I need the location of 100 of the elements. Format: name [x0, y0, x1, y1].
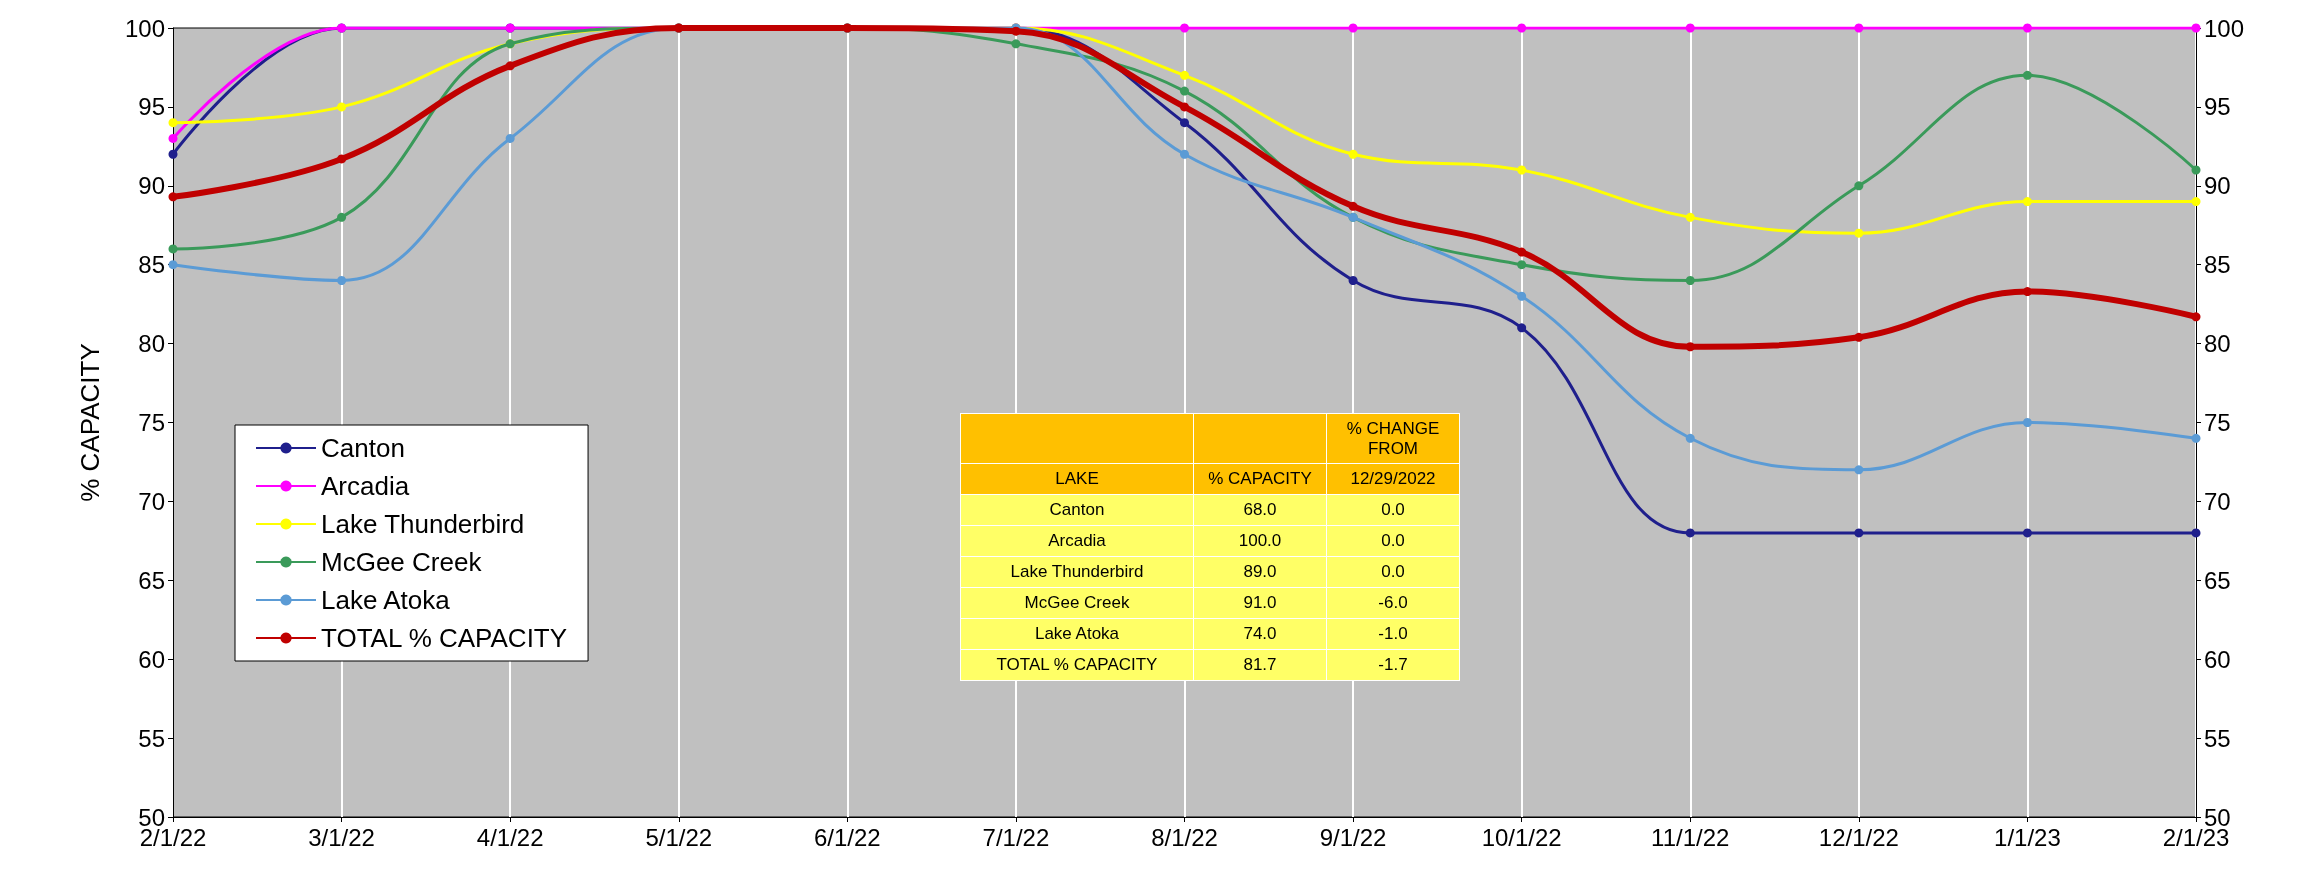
point	[1011, 39, 1021, 49]
point	[1685, 342, 1695, 352]
point	[1854, 23, 1864, 33]
y2-tick-label: 100	[2204, 14, 2245, 42]
legend-label: TOTAL % CAPACITY	[321, 623, 568, 653]
x-tick-label: 9/1/22	[1319, 823, 1387, 851]
annotation: Lake Thunderbird	[960, 556, 1194, 588]
y2-tick-label: 70	[2204, 487, 2231, 515]
point	[1685, 23, 1695, 33]
annotation: 0.0	[1326, 556, 1460, 588]
y2-tick-label: 60	[2204, 645, 2231, 673]
point	[1517, 247, 1527, 257]
point	[1517, 165, 1527, 175]
point	[1348, 201, 1358, 211]
point	[2022, 70, 2032, 80]
point	[2191, 197, 2201, 207]
point	[2022, 418, 2032, 427]
y2-tick-label: 95	[2204, 93, 2231, 121]
legend-label: Arcadia	[321, 471, 410, 501]
point	[1348, 275, 1358, 285]
point	[1180, 102, 1189, 112]
x-tick-label: 5/1/22	[645, 823, 713, 851]
point	[1517, 291, 1527, 301]
x-tick-label: 3/1/22	[308, 823, 375, 851]
y2-tick-label: 80	[2204, 330, 2231, 358]
legend-label: Lake Atoka	[321, 585, 451, 615]
annotation: 89.0	[1193, 556, 1327, 588]
point	[2191, 433, 2201, 443]
annotation: % CAPACITY	[1193, 463, 1327, 495]
point	[1180, 23, 1189, 33]
legend-label: McGee Creek	[321, 547, 483, 577]
legend-label: Canton	[321, 433, 405, 463]
point	[2022, 528, 2032, 538]
x-tick-label: 1/1/23	[1994, 823, 2061, 851]
point	[2191, 23, 2201, 33]
point	[1854, 181, 1864, 191]
point	[505, 133, 515, 143]
y2-tick-label: 85	[2204, 251, 2231, 279]
y-tick-label: 55	[138, 724, 165, 752]
point	[1854, 332, 1864, 342]
point	[2022, 23, 2032, 33]
point	[1180, 118, 1189, 128]
y2-tick-label: 65	[2204, 566, 2231, 594]
point	[1854, 228, 1864, 238]
point	[337, 212, 347, 222]
x-tick-label: 7/1/22	[982, 823, 1050, 851]
annotation: TOTAL % CAPACITY	[960, 649, 1194, 681]
annotation: -6.0	[1326, 587, 1460, 619]
x-tick-label: 8/1/22	[1151, 823, 1218, 851]
point	[168, 244, 178, 254]
point	[1348, 149, 1358, 159]
x-tick-label: 4/1/22	[476, 823, 544, 851]
point	[1854, 528, 1864, 538]
x-tick-label: 11/1/22	[1651, 823, 1730, 851]
annotation: Arcadia	[960, 525, 1194, 557]
point	[2022, 197, 2032, 207]
y-tick-label: 75	[138, 409, 165, 436]
point	[1180, 149, 1189, 159]
x-tick-label: 10/1/22	[1481, 823, 1562, 851]
x-tick-label: 12/1/22	[1818, 823, 1899, 851]
point	[337, 102, 347, 112]
annotation: 0.0	[1326, 525, 1460, 557]
annotation: 0.0	[1326, 494, 1460, 526]
point	[1517, 323, 1527, 333]
x-tick-label: 6/1/22	[813, 823, 881, 851]
annotation: 91.0	[1193, 587, 1327, 619]
y-axis-title: % CAPACITY	[75, 343, 105, 502]
annotation: % CHANGE FROM	[1326, 413, 1460, 464]
annotation: -1.0	[1326, 618, 1460, 650]
legend-label: Lake Thunderbird	[321, 509, 525, 539]
point	[2191, 165, 2201, 175]
annotation: Canton	[960, 494, 1194, 526]
annotation: Lake Atoka	[960, 618, 1194, 650]
y-tick-label: 80	[138, 330, 165, 358]
y-tick-label: 95	[138, 93, 165, 121]
y-tick-label: 100	[124, 14, 165, 42]
point	[1685, 275, 1695, 285]
point	[2191, 312, 2201, 322]
point	[1685, 212, 1695, 222]
point	[2191, 528, 2201, 538]
annotation: 81.7	[1193, 649, 1327, 681]
annotation: McGee Creek	[960, 587, 1194, 619]
annotation: 68.0	[1193, 494, 1327, 526]
point	[1180, 86, 1189, 96]
annotation: 12/29/2022	[1326, 463, 1460, 495]
annotation: -1.7	[1326, 649, 1460, 681]
y-tick-label: 90	[138, 172, 165, 200]
annotation: LAKE	[960, 463, 1194, 495]
annotation: 74.0	[1193, 618, 1327, 650]
y-tick-label: 60	[138, 645, 165, 673]
point	[337, 275, 347, 285]
y2-tick-label: 55	[2204, 724, 2231, 752]
point	[337, 154, 347, 164]
point	[1517, 260, 1527, 270]
y2-tick-label: 75	[2204, 409, 2231, 436]
point	[168, 260, 178, 270]
point	[168, 192, 178, 202]
point	[505, 61, 515, 71]
y-tick-label: 70	[138, 487, 165, 515]
y-tick-label: 85	[138, 251, 165, 279]
